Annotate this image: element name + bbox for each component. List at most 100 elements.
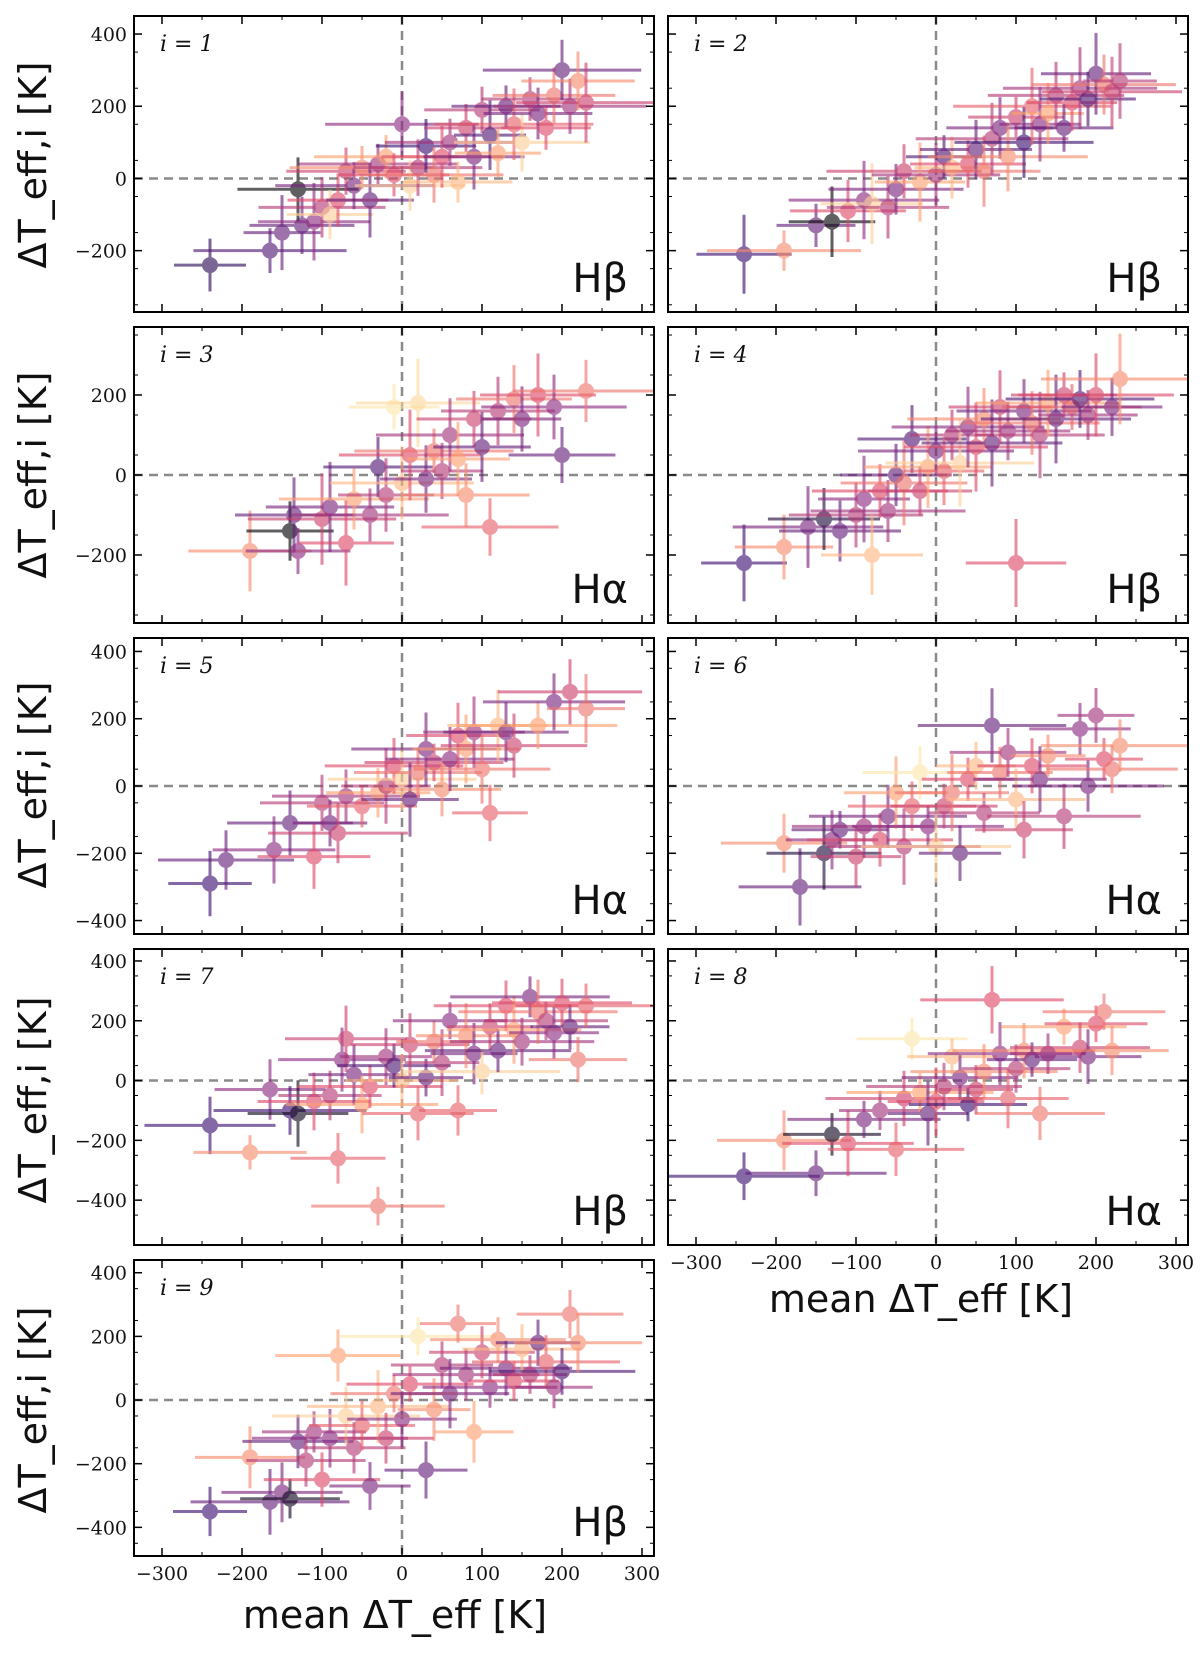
- data-marker: [912, 764, 928, 781]
- data-point: [302, 1422, 406, 1474]
- data-point: [1046, 745, 1178, 794]
- panel-index-label: i = 8: [694, 965, 747, 990]
- x-tick-label: −200: [216, 1563, 268, 1585]
- data-marker: [458, 1366, 474, 1383]
- x-tick-label: −100: [830, 1252, 882, 1274]
- data-marker: [848, 848, 864, 865]
- data-marker: [386, 399, 402, 415]
- x-tick-label: 200: [544, 1563, 580, 1585]
- data-marker: [1056, 808, 1072, 825]
- data-marker: [1112, 371, 1128, 387]
- data-marker: [554, 1363, 570, 1380]
- panel-index-label: i = 3: [160, 343, 213, 368]
- data-marker: [442, 427, 458, 443]
- data-marker: [202, 257, 218, 274]
- y-axis-label-row-3: ΔT_eff,i [K]: [11, 681, 55, 888]
- data-point: [928, 122, 1088, 192]
- data-point: [508, 426, 616, 484]
- data-marker: [202, 1503, 218, 1520]
- data-point: [323, 437, 433, 497]
- data-point: [285, 1075, 439, 1134]
- data-marker: [856, 1111, 872, 1128]
- data-marker: [266, 841, 282, 858]
- data-marker: [960, 419, 976, 435]
- data-marker: [474, 101, 490, 118]
- data-marker: [928, 1093, 944, 1110]
- data-point: [788, 186, 876, 257]
- data-point: [821, 515, 923, 595]
- data-marker: [482, 519, 498, 535]
- y-axis-label-text: ΔT_eff,i [K]: [11, 61, 55, 268]
- data-marker: [1096, 1003, 1112, 1020]
- data-marker: [880, 808, 896, 825]
- data-marker: [346, 1066, 362, 1083]
- data-marker: [242, 1144, 258, 1161]
- panel-index-label: i = 4: [694, 343, 747, 368]
- data-marker: [920, 459, 936, 475]
- data-marker: [402, 177, 418, 194]
- data-point: [920, 966, 1064, 1034]
- panel-8: −300 −200 −100 0 100 200 300 i = 8 Hα: [667, 948, 1194, 1274]
- data-point: [298, 500, 394, 586]
- data-marker: [976, 804, 992, 821]
- data-marker: [442, 1012, 458, 1029]
- data-marker: [952, 845, 968, 862]
- data-marker: [306, 1423, 322, 1440]
- data-marker: [330, 1150, 346, 1167]
- data-point: [894, 754, 1010, 832]
- data-point: [706, 230, 862, 271]
- data-point: [938, 1064, 1014, 1115]
- data-marker: [554, 447, 570, 463]
- data-point: [521, 51, 635, 111]
- data-marker: [816, 511, 832, 527]
- data-marker: [338, 163, 354, 180]
- data-marker: [458, 119, 474, 136]
- panel-6: i = 6 Hα: [667, 637, 1189, 935]
- data-marker: [944, 427, 960, 443]
- data-marker: [546, 1379, 562, 1396]
- data-marker: [426, 1401, 442, 1418]
- y-tick-label: 400: [91, 1263, 127, 1285]
- data-marker: [1016, 134, 1032, 151]
- data-marker: [242, 1449, 258, 1466]
- data-point: [213, 1086, 367, 1135]
- data-marker: [330, 1347, 346, 1364]
- data-marker: [514, 1341, 530, 1358]
- data-point: [482, 673, 626, 731]
- data-point: [306, 1369, 450, 1443]
- data-points: [173, 1289, 643, 1537]
- data-marker: [418, 1069, 434, 1086]
- data-point: [157, 830, 295, 890]
- data-marker: [450, 174, 466, 191]
- x-tick-label: 100: [464, 1563, 500, 1585]
- data-point: [809, 784, 967, 848]
- data-point: [546, 674, 626, 744]
- data-point: [515, 1366, 593, 1409]
- data-marker: [880, 199, 896, 216]
- data-point: [1040, 719, 1188, 772]
- data-point: [1014, 104, 1114, 152]
- data-point: [291, 488, 449, 542]
- data-points: [188, 353, 654, 592]
- data-point: [501, 106, 591, 150]
- data-marker: [1080, 407, 1096, 423]
- data-marker: [474, 761, 490, 778]
- data-point: [745, 1150, 887, 1197]
- data-point: [174, 238, 246, 292]
- data-point: [257, 824, 371, 889]
- data-marker: [808, 217, 824, 234]
- data-point: [263, 1452, 381, 1507]
- data-marker: [912, 1084, 928, 1101]
- data-point: [173, 1486, 247, 1537]
- data-point: [530, 1004, 610, 1050]
- data-point: [918, 825, 1002, 881]
- data-marker: [466, 148, 482, 165]
- y-tick-label: −400: [75, 1190, 127, 1212]
- y-tick-label: 200: [91, 709, 127, 731]
- data-marker: [306, 213, 322, 230]
- data-point: [468, 1361, 560, 1401]
- data-marker: [928, 166, 944, 183]
- data-marker: [546, 693, 562, 710]
- data-marker: [1008, 791, 1024, 808]
- data-marker: [1112, 72, 1128, 89]
